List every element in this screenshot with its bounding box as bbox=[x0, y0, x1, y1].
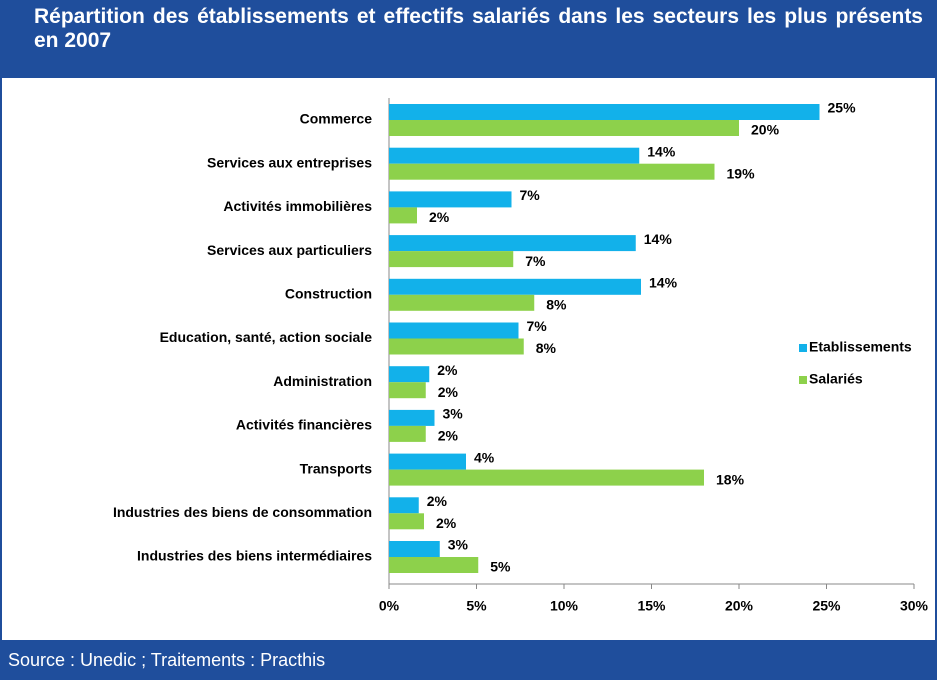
bar bbox=[389, 251, 514, 268]
data-label: 7% bbox=[525, 253, 546, 269]
data-label: 14% bbox=[647, 143, 676, 159]
x-tick-label: 5% bbox=[466, 598, 487, 614]
category-label: Commerce bbox=[300, 111, 373, 127]
bar bbox=[389, 322, 519, 339]
bar bbox=[389, 191, 512, 208]
bar bbox=[389, 294, 535, 311]
x-tick-label: 15% bbox=[637, 598, 666, 614]
data-label: 25% bbox=[828, 100, 857, 116]
bar bbox=[389, 513, 424, 530]
category-label: Industries des biens intermédiaires bbox=[137, 548, 372, 564]
bar bbox=[389, 120, 739, 136]
data-label: 2% bbox=[438, 384, 459, 400]
data-label: 2% bbox=[437, 362, 458, 378]
data-label: 7% bbox=[527, 318, 548, 334]
category-label: Transports bbox=[300, 460, 373, 476]
x-tick-label: 20% bbox=[725, 598, 754, 614]
bar bbox=[389, 541, 440, 557]
legend-label: Etablissements bbox=[809, 339, 912, 355]
data-label: 7% bbox=[520, 187, 541, 203]
category-label: Education, santé, action sociale bbox=[160, 329, 373, 345]
bar bbox=[389, 469, 704, 486]
legend-label: Salariés bbox=[809, 371, 863, 387]
legend-swatch bbox=[799, 376, 807, 384]
chart-title: Répartition des établissements et effect… bbox=[0, 0, 937, 78]
data-label: 18% bbox=[716, 471, 745, 487]
data-label: 2% bbox=[436, 515, 457, 531]
x-tick-label: 25% bbox=[812, 598, 841, 614]
bar bbox=[389, 497, 419, 514]
category-label: Services aux entreprises bbox=[207, 154, 372, 170]
bar bbox=[389, 278, 641, 295]
bar bbox=[389, 425, 426, 442]
x-tick-label: 10% bbox=[550, 598, 579, 614]
bar bbox=[389, 557, 479, 573]
data-label: 5% bbox=[490, 559, 511, 575]
category-label: Activités immobilières bbox=[223, 198, 372, 214]
data-label: 14% bbox=[644, 231, 673, 247]
x-tick-label: 0% bbox=[379, 598, 400, 614]
x-tick-label: 30% bbox=[900, 598, 929, 614]
data-label: 3% bbox=[443, 406, 464, 422]
bar bbox=[389, 338, 524, 355]
source: Source : Unedic ; Traitements : Practhis bbox=[0, 640, 937, 680]
category-label: Industries des biens de consommation bbox=[113, 504, 372, 520]
data-label: 3% bbox=[448, 537, 469, 553]
data-label: 4% bbox=[474, 449, 495, 465]
data-label: 14% bbox=[649, 275, 678, 291]
category-label: Construction bbox=[285, 286, 372, 302]
bar bbox=[389, 163, 715, 180]
bar bbox=[389, 453, 466, 470]
category-label: Services aux particuliers bbox=[207, 242, 372, 258]
category-label: Activités financières bbox=[236, 417, 372, 433]
bar bbox=[389, 409, 435, 426]
chart: 0% 5% 10% 15% 20% 25% 30% Commerce 25% 20% Service… bbox=[113, 98, 929, 614]
bar bbox=[389, 382, 426, 399]
bar bbox=[389, 235, 636, 252]
data-label: 2% bbox=[438, 428, 459, 444]
bar bbox=[389, 366, 430, 383]
bar bbox=[389, 147, 640, 164]
data-label: 19% bbox=[727, 165, 756, 181]
data-label: 20% bbox=[751, 122, 780, 138]
bar bbox=[389, 104, 820, 120]
bar bbox=[389, 207, 417, 224]
data-label: 2% bbox=[427, 493, 448, 509]
data-label: 8% bbox=[536, 340, 557, 356]
category-label: Administration bbox=[273, 373, 372, 389]
data-label: 2% bbox=[429, 209, 450, 225]
data-label: 8% bbox=[546, 297, 567, 313]
legend-swatch bbox=[799, 344, 807, 352]
